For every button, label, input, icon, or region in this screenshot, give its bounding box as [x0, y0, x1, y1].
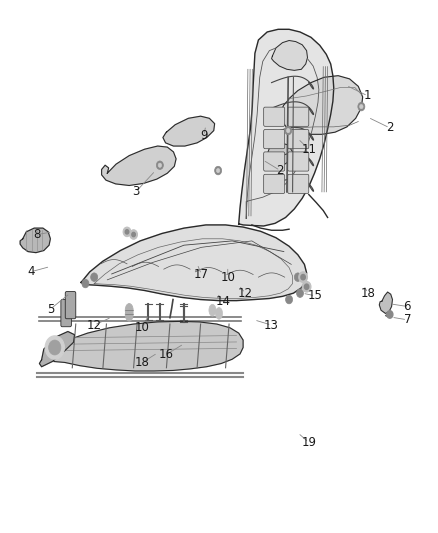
Text: 2: 2 [276, 164, 284, 177]
Text: 19: 19 [301, 436, 316, 449]
Circle shape [299, 272, 307, 282]
FancyBboxPatch shape [288, 152, 309, 171]
Polygon shape [267, 143, 293, 165]
FancyBboxPatch shape [288, 130, 309, 149]
Circle shape [286, 295, 293, 304]
Circle shape [286, 128, 290, 133]
FancyBboxPatch shape [61, 300, 71, 327]
Polygon shape [379, 292, 392, 313]
Polygon shape [102, 146, 176, 185]
Text: 6: 6 [403, 300, 411, 313]
Circle shape [215, 166, 222, 175]
Circle shape [304, 284, 309, 289]
Text: 17: 17 [194, 268, 209, 281]
Text: 9: 9 [200, 130, 208, 142]
Circle shape [216, 168, 220, 173]
Circle shape [158, 163, 162, 167]
Polygon shape [20, 228, 50, 253]
FancyBboxPatch shape [65, 292, 76, 319]
FancyBboxPatch shape [264, 107, 285, 126]
Polygon shape [239, 29, 334, 226]
Circle shape [297, 289, 304, 297]
Circle shape [302, 281, 311, 292]
FancyBboxPatch shape [264, 174, 285, 193]
Circle shape [125, 230, 129, 234]
Text: 1: 1 [364, 90, 372, 102]
Circle shape [82, 279, 89, 288]
Circle shape [45, 336, 64, 359]
Text: 7: 7 [403, 313, 411, 326]
Circle shape [301, 274, 305, 280]
Circle shape [91, 273, 98, 281]
FancyBboxPatch shape [264, 130, 285, 149]
FancyBboxPatch shape [288, 174, 309, 193]
Polygon shape [81, 225, 307, 301]
Text: 14: 14 [216, 295, 231, 308]
Text: 16: 16 [159, 348, 174, 361]
Polygon shape [280, 76, 363, 134]
Text: 4: 4 [27, 265, 35, 278]
Text: 18: 18 [135, 356, 150, 369]
FancyBboxPatch shape [264, 152, 285, 171]
Circle shape [285, 126, 292, 135]
Polygon shape [39, 332, 74, 367]
Ellipse shape [125, 308, 133, 321]
Text: 12: 12 [238, 287, 253, 300]
Circle shape [387, 311, 393, 318]
Text: 13: 13 [264, 319, 279, 332]
Text: 18: 18 [360, 287, 375, 300]
Ellipse shape [209, 304, 216, 316]
Circle shape [123, 227, 131, 237]
Text: 11: 11 [301, 143, 316, 156]
Polygon shape [163, 116, 215, 146]
Polygon shape [44, 321, 243, 371]
Text: 8: 8 [34, 228, 41, 241]
Text: 5: 5 [47, 303, 54, 316]
FancyBboxPatch shape [288, 107, 309, 126]
Circle shape [294, 273, 301, 281]
Circle shape [132, 232, 135, 237]
Text: 10: 10 [220, 271, 235, 284]
Circle shape [358, 102, 365, 111]
Text: 10: 10 [135, 321, 150, 334]
Polygon shape [272, 41, 307, 70]
Ellipse shape [125, 304, 133, 317]
Circle shape [360, 104, 363, 109]
Text: 12: 12 [87, 319, 102, 332]
Circle shape [130, 230, 138, 239]
Text: 3: 3 [132, 185, 139, 198]
Circle shape [49, 340, 61, 355]
Text: 2: 2 [386, 122, 394, 134]
Ellipse shape [215, 308, 223, 319]
Text: 15: 15 [308, 289, 323, 302]
Circle shape [156, 161, 163, 169]
